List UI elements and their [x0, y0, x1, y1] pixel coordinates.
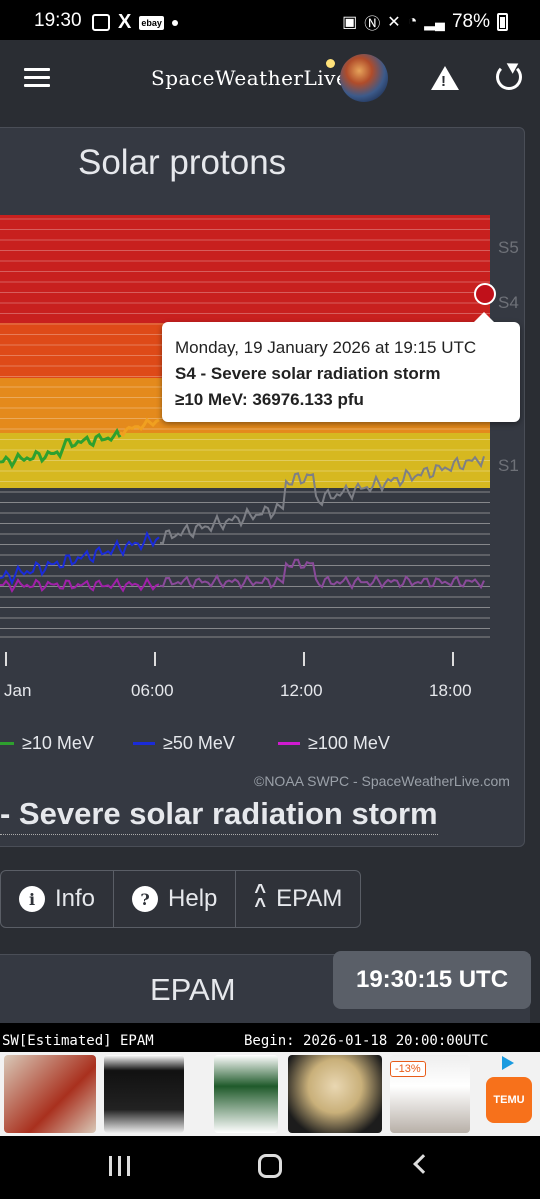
help-button[interactable]: ? Help: [114, 871, 237, 927]
info-button-group: i Info ? Help ^ ^ EPAM: [0, 870, 362, 928]
site-logo-text[interactable]: SpaceWeatherLive: [151, 66, 349, 90]
tooltip-date: Monday, 19 January 2026 at 19:15 UTC: [175, 338, 477, 357]
alert-icon-mark: !: [441, 73, 446, 90]
signal-icon: ▂▄: [424, 13, 445, 30]
status-time: 19:30: [34, 10, 82, 31]
highlight-point: [474, 283, 496, 305]
epam-button[interactable]: ^ ^ EPAM: [236, 871, 360, 927]
tooltip-level: S4 - Severe solar radiation storm: [175, 364, 441, 383]
legend-label-50mev: ≥50 MeV: [163, 733, 235, 753]
terminal-left-text: SW[Estimated] EPAM: [2, 1033, 154, 1049]
info-icon: i: [19, 886, 45, 912]
series-10mev-high-line: [119, 417, 160, 437]
level-label-s5: S5: [498, 238, 519, 257]
battery-percent: 78%: [451, 11, 490, 32]
legend-swatch-100mev: [278, 742, 300, 745]
menu-icon[interactable]: [24, 68, 50, 88]
app-bar: SpaceWeatherLive !: [0, 40, 540, 120]
ad-choices-icon[interactable]: [502, 1056, 514, 1070]
recent-apps-icon[interactable]: [109, 1156, 130, 1176]
info-button-label: Info: [55, 885, 96, 912]
series-100mev-line: [0, 576, 160, 594]
status-bar: 19:30 X ebay ▣ Ⓝ ✕ ◔ ▂▄ 78%: [0, 0, 540, 40]
chart-legend: ≥10 MeV ≥50 MeV ≥100 MeV: [0, 733, 540, 759]
legend-swatch-50mev: [133, 742, 155, 745]
more-dot-icon: [171, 19, 178, 26]
ad-banner[interactable]: [0, 1052, 540, 1136]
legend-item-50mev[interactable]: ≥50 MeV: [133, 733, 235, 754]
temu-logo[interactable]: TEMU: [486, 1077, 532, 1123]
epam-terminal: SW[Estimated] EPAM Begin: 2026-01-18 20:…: [0, 1023, 540, 1053]
wifi-icon: ◔: [407, 13, 418, 30]
ad-wig-image[interactable]: [288, 1055, 382, 1133]
series-100mev-faded-line: [159, 558, 485, 591]
alert-icon[interactable]: [431, 66, 459, 90]
legend-label-100mev: ≥100 MeV: [308, 733, 390, 753]
status-notification-icons: X ebay: [92, 11, 178, 34]
ad-discount-badge: -13%: [390, 1061, 426, 1077]
epam-button-label: EPAM: [276, 885, 343, 912]
card-title: Solar protons: [78, 143, 287, 182]
series-50mev-faded-line: [159, 455, 485, 545]
help-icon: ?: [132, 886, 159, 912]
tooltip-value: ≥10 MeV: 36976.133 pfu: [175, 390, 364, 409]
battery-icon: [497, 13, 508, 31]
ad-earrings-image[interactable]: [4, 1055, 96, 1133]
terminal-right-text: Begin: 2026-01-18 20:00:00UTC: [244, 1033, 489, 1049]
legend-item-10mev[interactable]: ≥10 MeV: [0, 733, 94, 754]
n-icon: Ⓝ: [364, 16, 381, 33]
home-icon[interactable]: [258, 1154, 282, 1178]
double-chevron-up-icon: ^ ^: [254, 881, 267, 917]
info-button[interactable]: i Info: [1, 871, 115, 927]
x-icon: X: [118, 11, 132, 33]
legend-item-100mev[interactable]: ≥100 MeV: [278, 733, 390, 754]
gallery-icon: [92, 14, 110, 31]
ebay-icon: ebay: [139, 15, 164, 30]
ad-dress-image[interactable]: [214, 1055, 278, 1133]
chart-credit[interactable]: ©NOAA SWPC - SpaceWeatherLive.com: [254, 773, 510, 789]
x-label-0600: 06:00: [131, 681, 174, 700]
system-nav-bar: [0, 1136, 540, 1199]
logo-globe-icon[interactable]: [340, 54, 388, 102]
legend-label-10mev: ≥10 MeV: [22, 733, 94, 753]
solar-protons-chart[interactable]: S5 S4 S1 Jan 06:00 12:00 18:00: [0, 205, 540, 705]
refresh-icon[interactable]: [496, 64, 522, 90]
mute-icon: ✕: [387, 14, 401, 31]
logo-sun-icon: [326, 59, 335, 68]
series-10mev-line: [0, 427, 122, 470]
band-s5-s4: [0, 215, 490, 323]
utc-clock: 19:30:15 UTC: [333, 951, 531, 1009]
x-label-1800: 18:00: [429, 681, 472, 700]
legend-swatch-10mev: [0, 742, 14, 745]
ad-skirt-image[interactable]: [104, 1055, 184, 1133]
x-label-jan: Jan: [4, 681, 31, 700]
nfc-icon: ▣: [342, 14, 358, 31]
status-system-icons: ▣ Ⓝ ✕ ◔ ▂▄ 78%: [342, 10, 508, 34]
epam-title: EPAM: [150, 972, 236, 1007]
chart-tooltip: Monday, 19 January 2026 at 19:15 UTC S4 …: [162, 312, 520, 422]
help-button-label: Help: [168, 885, 218, 912]
level-label-s1: S1: [498, 456, 519, 475]
storm-heading[interactable]: - Severe solar radiation storm: [0, 796, 438, 835]
x-label-1200: 12:00: [280, 681, 323, 700]
series-50mev-line: [0, 530, 160, 586]
level-label-s4: S4: [498, 293, 519, 312]
